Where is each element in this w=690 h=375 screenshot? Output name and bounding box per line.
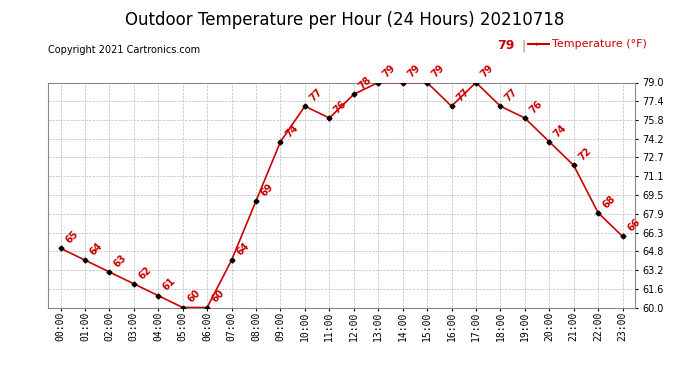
Text: Temperature (°F): Temperature (°F) [552,39,647,50]
Text: 65: 65 [63,229,80,246]
Text: 78: 78 [357,75,373,92]
Text: 68: 68 [601,193,618,210]
Text: ▸: ▸ [536,41,540,47]
Text: 77: 77 [308,87,324,104]
Text: 64: 64 [88,241,104,257]
Text: 69: 69 [259,182,275,198]
Text: 63: 63 [112,253,129,269]
Text: 62: 62 [137,264,153,281]
Text: 74: 74 [283,122,300,139]
Text: 77: 77 [454,87,471,104]
Text: 72: 72 [576,146,593,163]
Text: 79: 79 [497,39,514,53]
Text: 66: 66 [625,217,642,234]
Text: 60: 60 [186,288,202,305]
Text: 76: 76 [528,99,544,115]
Text: 60: 60 [210,288,226,305]
Text: 74: 74 [552,122,569,139]
Text: 76: 76 [332,99,348,115]
Text: 79: 79 [479,63,495,80]
Text: 79: 79 [430,63,446,80]
Text: 79: 79 [381,63,397,80]
Text: 64: 64 [235,241,251,257]
Text: Outdoor Temperature per Hour (24 Hours) 20210718: Outdoor Temperature per Hour (24 Hours) … [126,11,564,29]
Text: 61: 61 [161,276,177,293]
Text: 79: 79 [406,63,422,80]
Text: Copyright 2021 Cartronics.com: Copyright 2021 Cartronics.com [48,45,200,55]
Text: 77: 77 [503,87,520,104]
Text: |: | [521,39,525,53]
